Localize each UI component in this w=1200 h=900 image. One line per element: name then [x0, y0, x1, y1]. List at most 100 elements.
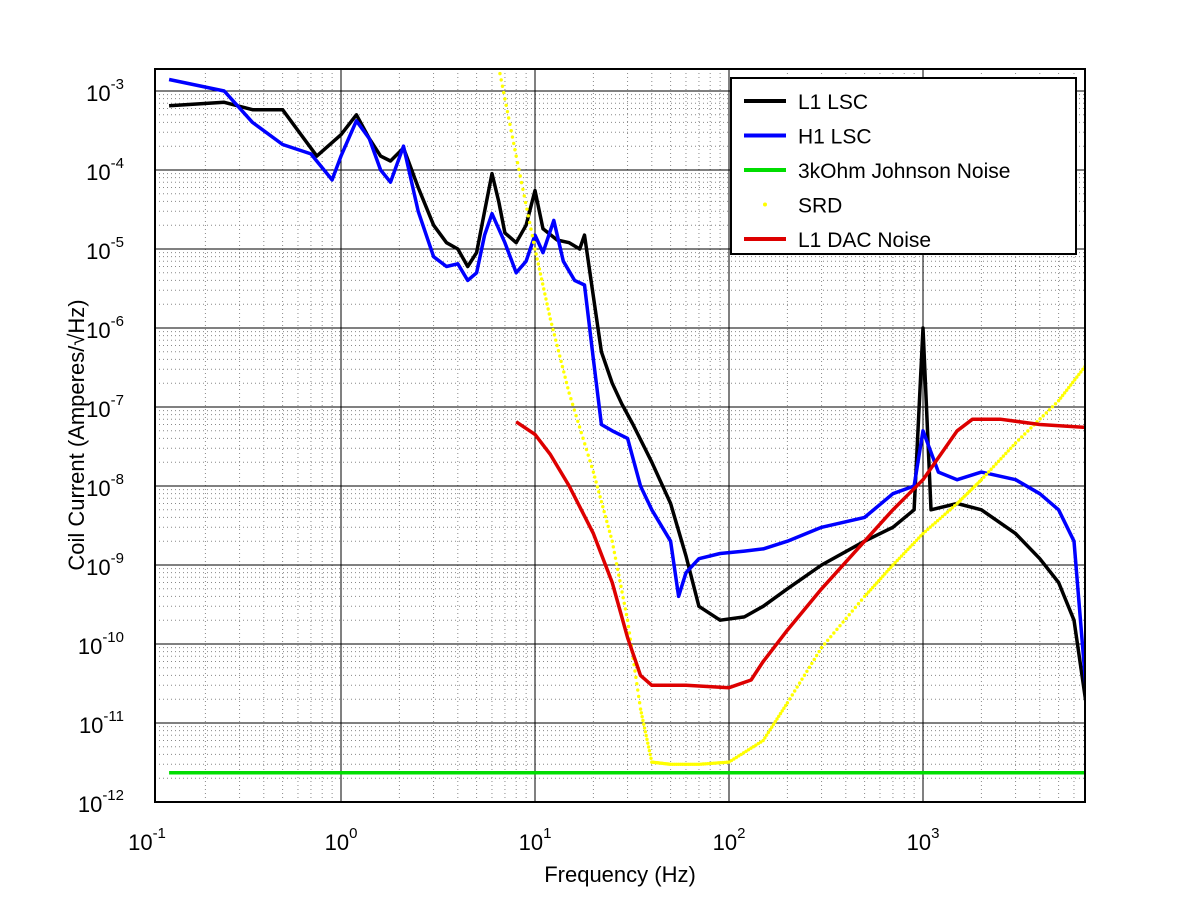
srd-point — [766, 730, 771, 735]
srd-point — [933, 521, 937, 525]
y-tick-label: 10-9 — [86, 550, 124, 580]
legend-label: L1 DAC Noise — [798, 229, 931, 252]
srd-point — [912, 540, 917, 545]
srd-point — [530, 234, 535, 238]
series-layer — [168, 71, 1085, 775]
srd-point — [538, 272, 543, 276]
srd-point — [906, 547, 910, 551]
srd-point — [512, 141, 516, 146]
srd-point — [589, 464, 594, 469]
srd-point — [862, 594, 867, 599]
srd-point — [518, 174, 522, 178]
srd-point — [537, 267, 542, 271]
srd-point — [515, 161, 520, 165]
y-tick-label: 10-11 — [79, 708, 124, 738]
srd-point — [1079, 370, 1083, 374]
srd-point — [764, 733, 769, 737]
srd-point — [548, 317, 553, 321]
srd-point — [780, 709, 784, 713]
y-tick-labels: 10-12 10-11 10-10 10-9 10-8 10-7 10-6 10-5 10-4 1… — [78, 76, 124, 817]
x-tick-label: 102 — [713, 825, 746, 855]
srd-point — [502, 90, 506, 95]
srd-point — [1077, 372, 1081, 377]
srd-point — [1029, 426, 1033, 430]
srd-point — [744, 749, 748, 754]
srd-point — [603, 514, 608, 519]
srd-point — [870, 585, 875, 590]
srd-point — [838, 623, 842, 628]
srd-point — [921, 531, 925, 536]
srd-point — [531, 240, 536, 245]
srd-point — [1062, 391, 1067, 395]
srd-point — [643, 730, 648, 734]
srd-point — [953, 503, 957, 508]
srd-point — [540, 282, 545, 286]
srd-point — [1064, 388, 1069, 392]
legend-label: L1 LSC — [798, 91, 868, 114]
srd-point — [564, 380, 569, 385]
srd-point — [1038, 417, 1042, 421]
y-tick-label: 10-6 — [86, 313, 124, 343]
y-tick-label: 10-5 — [86, 234, 124, 264]
srd-point — [519, 180, 524, 185]
srd-point — [500, 84, 505, 88]
srd-point — [584, 447, 589, 452]
srd-point — [945, 510, 950, 514]
srd-point — [627, 631, 632, 635]
srd-point — [617, 573, 621, 577]
srd-point — [581, 436, 585, 440]
series-h1-lsc-line — [168, 77, 1085, 698]
srd-point — [873, 583, 877, 587]
srd-point — [598, 495, 602, 499]
srd-point — [636, 694, 641, 699]
srd-point — [935, 518, 940, 523]
srd-point — [727, 760, 731, 764]
srd-point — [996, 459, 1001, 464]
x-tick-label: 10-1 — [128, 825, 166, 855]
srd-point — [822, 642, 827, 646]
srd-point — [635, 681, 639, 686]
srd-point — [563, 375, 567, 379]
srd-point — [533, 247, 537, 251]
srd-point — [645, 737, 649, 742]
srd-point — [646, 745, 651, 749]
srd-point — [1058, 396, 1063, 400]
srd-point — [853, 605, 858, 610]
x-tick-labels: 10-1 100 101 102 103 — [128, 825, 939, 855]
srd-point — [1056, 399, 1061, 403]
srd-point — [567, 391, 571, 395]
srd-point — [1020, 435, 1024, 439]
srd-point — [562, 370, 566, 374]
srd-point — [612, 550, 617, 555]
srd-point — [775, 717, 779, 721]
srd-point — [510, 135, 515, 139]
srd-point — [984, 472, 988, 477]
srd-point — [897, 556, 902, 560]
srd-point — [864, 592, 869, 596]
srd-point — [1067, 385, 1071, 390]
srd-point — [1013, 441, 1018, 445]
srd-point — [614, 562, 619, 566]
srd-point — [917, 536, 921, 540]
srd-point — [835, 627, 839, 632]
minor-grid — [155, 69, 1085, 802]
srd-point — [509, 128, 513, 133]
srd-point — [761, 738, 765, 743]
srd-point — [522, 194, 526, 198]
srd-point — [901, 552, 906, 556]
series-srd — [498, 71, 1085, 767]
srd-point — [832, 631, 836, 635]
srd-point — [1026, 429, 1030, 433]
srd-point — [642, 722, 646, 726]
srd-point — [768, 728, 772, 732]
srd-point — [498, 71, 502, 76]
srd-point — [586, 453, 590, 457]
srd-point — [782, 706, 786, 710]
srd-point — [647, 749, 652, 753]
srd-point — [642, 726, 647, 730]
srd-point — [1004, 451, 1008, 456]
srd-point — [877, 579, 881, 583]
srd-point — [1050, 405, 1055, 409]
srd-point — [790, 693, 794, 697]
srd-point — [644, 733, 648, 738]
